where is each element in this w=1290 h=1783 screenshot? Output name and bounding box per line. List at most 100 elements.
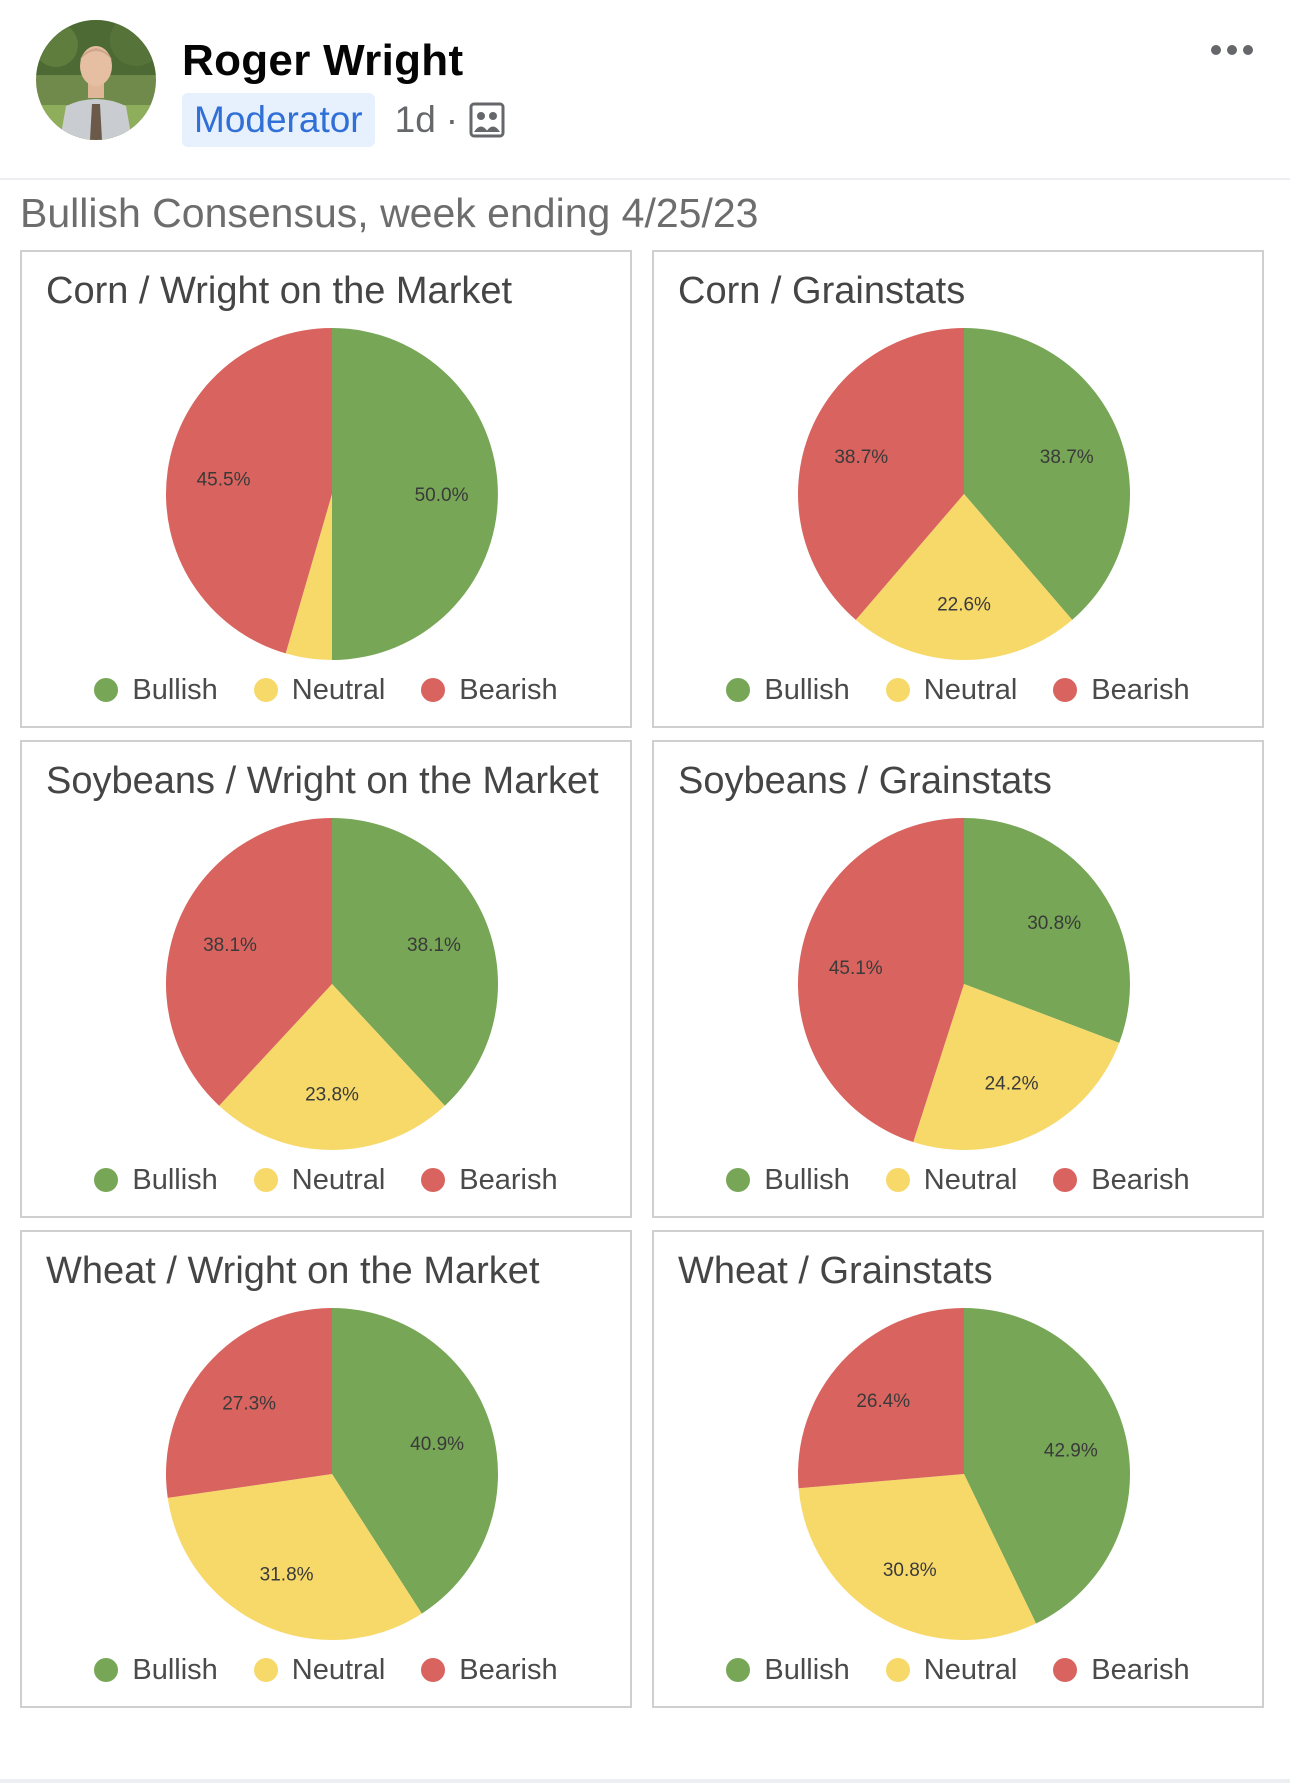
slice-value-label: 30.8% — [883, 1560, 937, 1581]
pie-slice-bullish — [964, 818, 1130, 1043]
legend-dot — [885, 1658, 910, 1682]
legend-item-neutral: Neutral — [253, 674, 385, 707]
header-divider — [0, 178, 1290, 180]
legend-item-bearish: Bearish — [421, 1653, 558, 1687]
chart-legend: Bullish Neutral Bearish — [654, 1650, 1262, 1690]
legend-item-bullish: Bullish — [726, 1653, 850, 1687]
legend-label: Neutral — [923, 1163, 1018, 1196]
slice-value-label: 31.8% — [260, 1565, 314, 1586]
legend-label: Bearish — [1091, 1163, 1190, 1196]
slice-value-label: 26.4% — [856, 1391, 910, 1412]
pie-chart: 38.1% 23.8% 38.1% — [165, 818, 499, 1150]
pie-slice-neutral — [798, 1474, 1037, 1640]
slice-value-label: 38.1% — [203, 935, 257, 956]
chart-panel: Soybeans / Wright on the Market 38.1% 23.8… — [20, 740, 632, 1218]
slice-value-label: 38.7% — [834, 447, 888, 468]
chart-title: Corn / Grainstats — [678, 270, 966, 312]
legend-dot — [726, 1658, 751, 1682]
pie-chart: 42.9% 30.8% 26.4% — [798, 1308, 1130, 1640]
more-options-icon — [1243, 45, 1253, 55]
legend-item-bearish: Bearish — [1053, 673, 1190, 707]
slice-value-label: 45.1% — [829, 958, 883, 979]
group-icon — [468, 101, 506, 139]
legend-label: Bearish — [459, 1653, 558, 1686]
pie-slice-bearish — [166, 1308, 332, 1498]
pie-chart: 40.9% 31.8% 27.3% — [166, 1308, 498, 1640]
pie-slice-bullish — [964, 1308, 1130, 1624]
moderator-badge[interactable]: Moderator — [182, 93, 375, 147]
legend-item-bullish: Bullish — [726, 1164, 850, 1197]
image-title: Bullish Consensus, week ending 4/25/23 — [20, 190, 759, 236]
legend-item-neutral: Neutral — [253, 1164, 385, 1197]
slice-value-label: 42.9% — [1044, 1441, 1098, 1462]
legend-dot — [94, 678, 119, 702]
legend-item-bearish: Bearish — [421, 673, 558, 707]
legend-item-bullish: Bullish — [726, 673, 850, 707]
legend-item-neutral: Neutral — [885, 674, 1017, 707]
legend-dot — [885, 1168, 910, 1192]
post-image[interactable]: Bullish Consensus, week ending 4/25/23 C… — [0, 180, 1290, 1780]
legend-item-bearish: Bearish — [421, 1164, 558, 1197]
legend-item-bearish: Bearish — [1053, 1654, 1190, 1687]
legend-label: Bearish — [1091, 673, 1190, 706]
pie-chart: 30.8% 24.2% 45.1% — [798, 818, 1130, 1150]
legend-dot — [1053, 1658, 1078, 1682]
pie-slice-bullish — [332, 818, 499, 1106]
pie-slice-bullish — [332, 328, 498, 660]
legend-label: Bullish — [764, 1653, 850, 1686]
more-options-button[interactable] — [1196, 30, 1268, 70]
slice-value-label: 50.0% — [415, 485, 469, 506]
legend-item-bullish: Bullish — [94, 673, 218, 707]
legend-label: Neutral — [923, 1653, 1018, 1686]
legend-label: Bullish — [132, 673, 218, 706]
pie-slice-bearish — [165, 818, 332, 1106]
pie-chart: 50.0% 45.5% — [166, 328, 498, 660]
pie-slice-neutral — [285, 494, 332, 660]
more-options-icon — [1227, 45, 1237, 55]
legend-dot — [94, 1658, 119, 1682]
legend-label: Bullish — [132, 1653, 218, 1686]
chart-panel: Corn / Grainstats 38.7% 22.6% 38.7% Bullish N… — [652, 250, 1264, 728]
pie-chart: 38.7% 22.6% 38.7% — [798, 328, 1130, 660]
author-name[interactable]: Roger Wright — [182, 36, 464, 85]
pie-slice-neutral — [219, 984, 445, 1150]
chart-panel: Soybeans / Grainstats 30.8% 24.2% 45.1% Bull… — [652, 740, 1264, 1218]
legend-dot — [885, 678, 910, 702]
legend-item-neutral: Neutral — [885, 1163, 1018, 1197]
legend-dot — [253, 1168, 278, 1192]
legend-dot — [421, 1658, 446, 1682]
legend-dot — [253, 678, 278, 702]
chart-title: Wheat / Wright on the Market — [46, 1250, 540, 1292]
post-timestamp[interactable]: 1d — [394, 99, 436, 140]
pie-slice-bearish — [798, 328, 964, 620]
chart-legend: Bullish Neutral Bearish — [22, 670, 630, 710]
slice-value-label: 38.1% — [407, 935, 461, 956]
chart-panel: Wheat / Wright on the Market 40.9% 31.8% 27… — [20, 1230, 632, 1708]
slice-value-label: 40.9% — [410, 1434, 464, 1455]
chart-legend: Bullish Neutral Bearish — [654, 670, 1262, 710]
chart-title: Corn / Wright on the Market — [46, 270, 513, 312]
pie-slice-neutral — [855, 494, 1073, 660]
legend-dot — [726, 678, 751, 702]
pie-slice-bullish — [964, 328, 1130, 620]
author-avatar[interactable] — [36, 20, 156, 140]
avatar-image — [36, 20, 156, 140]
chart-title: Soybeans / Grainstats — [678, 760, 1052, 802]
chart-legend: Bullish Neutral Bearish — [654, 1160, 1262, 1200]
legend-label: Bullish — [764, 673, 850, 706]
chart-title: Soybeans / Wright on the Market — [46, 760, 599, 802]
legend-label: Bearish — [459, 673, 558, 706]
legend-item-bearish: Bearish — [1053, 1163, 1190, 1197]
bottom-divider — [0, 1779, 1290, 1783]
slice-value-label: 24.2% — [985, 1074, 1039, 1095]
pie-slice-bearish — [798, 1308, 964, 1489]
meta-separator: · — [445, 99, 459, 140]
legend-item-bullish: Bullish — [94, 1653, 218, 1687]
legend-dot — [726, 1168, 751, 1192]
legend-dot — [421, 1168, 446, 1192]
slice-value-label: 22.6% — [937, 595, 991, 616]
chart-legend: Bullish Neutral Bearish — [22, 1650, 630, 1690]
slice-value-label: 38.7% — [1040, 447, 1094, 468]
pie-slice-bullish — [332, 1308, 498, 1614]
legend-dot — [94, 1168, 119, 1192]
